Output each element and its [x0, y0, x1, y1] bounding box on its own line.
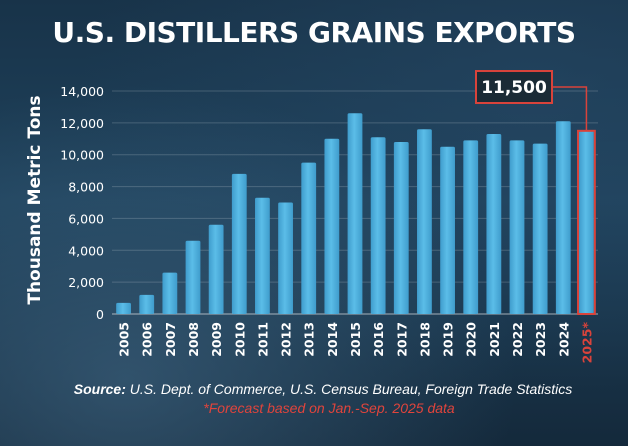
- x-tick-label: 2015: [348, 322, 363, 357]
- x-tick-label: 2023: [533, 322, 548, 357]
- y-tick-label: 12,000: [60, 116, 104, 131]
- x-tick-label: 2007: [163, 322, 178, 357]
- y-tick-label: 6,000: [68, 211, 104, 226]
- y-tick-label: 10,000: [60, 148, 104, 163]
- bar-2025: [579, 130, 594, 314]
- annotation: 11,500: [475, 70, 596, 315]
- x-tick-label: 2017: [394, 322, 409, 357]
- source-label: Source:: [73, 381, 126, 397]
- x-tick-label: 2019: [441, 322, 456, 357]
- bar-2023: [532, 143, 548, 314]
- chart-title: U.S. DISTILLERS GRAINS EXPORTS: [52, 16, 576, 49]
- x-tick-label: 2020: [464, 322, 479, 357]
- y-tick-label: 0: [96, 307, 104, 322]
- y-axis-label: Thousand Metric Tons: [25, 95, 45, 304]
- bar-2006: [139, 294, 155, 314]
- bar-2014: [324, 138, 340, 314]
- x-tick-label: 2024: [556, 322, 571, 357]
- y-tick-label: 2,000: [68, 275, 104, 290]
- source-text: U.S. Dept. of Commerce, U.S. Census Bure…: [129, 381, 573, 397]
- x-tick-label: 2005: [117, 322, 132, 357]
- bar-2017: [393, 141, 409, 314]
- x-axis: 2005 2006 2007 2008 2009 2010 2011 2012 2013 2014…: [117, 322, 595, 364]
- y-tick-label: 8,000: [68, 180, 104, 195]
- x-tick-label: 2021: [487, 322, 502, 357]
- bar-2016: [370, 137, 386, 314]
- source-note: Source: U.S. Dept. of Commerce, U.S. Cen…: [38, 380, 608, 418]
- x-tick-label: 2025*: [579, 322, 594, 364]
- bar-2010: [231, 173, 247, 314]
- x-tick-label: 2022: [510, 322, 525, 357]
- bar-2019: [440, 146, 455, 314]
- bar-2005: [116, 302, 131, 314]
- bar-2008: [185, 240, 201, 314]
- forecast-note: *Forecast based on Jan.-Sep. 2025 data: [203, 400, 455, 416]
- x-tick-label: 2016: [371, 322, 386, 357]
- x-tick-label: 2012: [279, 322, 294, 357]
- y-tick-label: 4,000: [68, 243, 104, 258]
- callout-label: 11,500: [481, 78, 547, 98]
- bar-2013: [301, 162, 317, 314]
- bar-2012: [278, 202, 293, 314]
- callout-box: [475, 70, 553, 104]
- bar-2020: [463, 140, 479, 314]
- bar-2007: [162, 272, 178, 314]
- bar-2021: [486, 134, 502, 314]
- x-tick-label: 2014: [325, 322, 340, 357]
- bar-2018: [417, 129, 432, 314]
- x-tick-label: 2011: [255, 322, 270, 357]
- y-tick-label: 14,000: [60, 84, 104, 99]
- bar-2022: [509, 140, 525, 314]
- bars: [116, 113, 594, 314]
- x-tick-label: 2009: [209, 322, 224, 357]
- x-tick-label: 2008: [186, 322, 201, 357]
- callout-line: [552, 86, 588, 131]
- x-tick-label: 2010: [232, 322, 247, 357]
- x-tick-label: 2006: [140, 322, 155, 357]
- bar-2011: [255, 197, 270, 314]
- bar-2024: [555, 121, 571, 314]
- bar-2015: [347, 113, 363, 314]
- bar-2009: [208, 224, 224, 314]
- x-tick-label: 2018: [417, 322, 432, 357]
- x-tick-label: 2013: [302, 322, 317, 357]
